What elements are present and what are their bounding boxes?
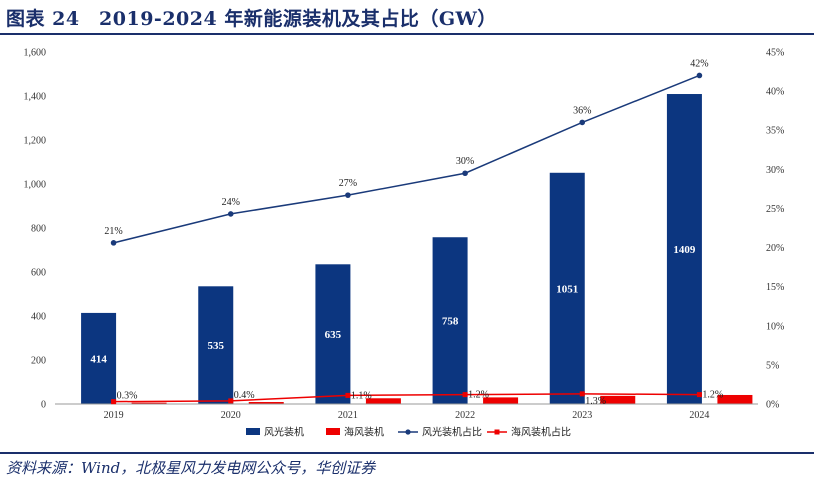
left-axis-tick-label: 1,400 xyxy=(24,92,47,103)
offshore-wind-share-label: 1.3% xyxy=(585,396,606,407)
offshore-wind-share-point xyxy=(228,398,234,404)
offshore-wind-bar xyxy=(365,398,401,404)
x-axis-tick-label: 2019 xyxy=(104,410,124,421)
legend-marker xyxy=(405,429,411,435)
legend-label: 海风装机占比 xyxy=(511,426,571,439)
right-axis-tick-label: 25% xyxy=(766,204,784,215)
left-axis-tick-label: 1,600 xyxy=(24,48,47,59)
offshore-wind-share-point xyxy=(462,392,468,398)
wind-solar-bar-label: 758 xyxy=(442,316,459,328)
x-axis-tick-label: 2023 xyxy=(572,410,592,421)
source-divider xyxy=(0,452,814,454)
right-axis-tick-label: 40% xyxy=(766,87,784,98)
left-axis-tick-label: 1,000 xyxy=(24,180,47,191)
wind-solar-bar-label: 414 xyxy=(90,353,107,365)
right-axis-tick-label: 10% xyxy=(766,321,784,332)
right-axis-tick-label: 45% xyxy=(766,48,784,59)
wind-solar-bar xyxy=(666,94,702,405)
wind-solar-share-label: 27% xyxy=(339,178,357,189)
source-note: 资料来源：Wind，北极星风力发电网公众号，华创证券 xyxy=(6,459,376,477)
legend-label: 风光装机 xyxy=(264,426,304,439)
left-axis-tick-label: 1,200 xyxy=(24,136,47,147)
offshore-wind-share-point xyxy=(345,392,351,398)
right-axis-tick-label: 15% xyxy=(766,282,784,293)
right-axis-tick-label: 20% xyxy=(766,243,784,254)
left-axis-tick-label: 400 xyxy=(31,312,46,323)
offshore-wind-share-label: 0.3% xyxy=(117,391,138,402)
title-divider xyxy=(0,33,814,35)
wind-solar-bar-label: 1051 xyxy=(556,283,578,295)
wind-solar-bar xyxy=(81,312,117,404)
wind-solar-share-label: 30% xyxy=(456,156,474,167)
wind-solar-share-point xyxy=(462,170,468,177)
offshore-wind-share-point xyxy=(696,392,702,398)
wind-solar-share-label: 42% xyxy=(690,58,708,69)
offshore-wind-share-label: 1.2% xyxy=(468,390,489,401)
wind-solar-share-point xyxy=(696,72,703,79)
left-axis-tick-label: 600 xyxy=(31,268,46,279)
wind-solar-bar-label: 535 xyxy=(208,340,225,352)
left-axis-tick-label: 0 xyxy=(41,400,46,411)
wind-solar-share-line xyxy=(113,74,700,244)
x-axis-tick-label: 2022 xyxy=(455,410,475,421)
offshore-wind-bar xyxy=(131,402,167,404)
wind-solar-bar xyxy=(549,172,585,404)
legend-label: 风光装机占比 xyxy=(422,426,482,439)
wind-solar-share-point xyxy=(579,119,586,126)
right-axis-tick-label: 35% xyxy=(766,126,784,137)
offshore-wind-share-label: 1.1% xyxy=(351,390,372,401)
offshore-wind-share-point xyxy=(111,399,117,405)
legend-swatch xyxy=(326,428,340,435)
legend-swatch xyxy=(246,428,260,435)
offshore-wind-share-label: 0.4% xyxy=(234,390,255,401)
right-axis-tick-label: 5% xyxy=(766,360,779,371)
offshore-wind-bar xyxy=(248,402,284,404)
wind-solar-bar xyxy=(432,237,468,404)
wind-solar-bar-label: 1409 xyxy=(673,244,696,256)
wind-solar-bar xyxy=(315,264,351,404)
wind-solar-share-point xyxy=(110,240,117,246)
left-axis-tick-label: 200 xyxy=(31,356,46,367)
wind-solar-bar xyxy=(198,286,234,404)
right-axis-tick-label: 30% xyxy=(766,165,784,176)
legend-marker xyxy=(494,429,500,435)
right-axis-tick-label: 0% xyxy=(766,400,779,411)
offshore-wind-share-line xyxy=(113,393,700,403)
x-axis-tick-label: 2024 xyxy=(689,410,709,421)
wind-solar-share-label: 21% xyxy=(104,226,122,237)
offshore-wind-share-point xyxy=(579,391,585,397)
legend-label: 海风装机 xyxy=(344,426,384,439)
left-axis-tick-label: 800 xyxy=(31,224,46,235)
offshore-wind-bar xyxy=(717,394,753,404)
wind-solar-share-point xyxy=(227,211,234,217)
offshore-wind-bar xyxy=(600,395,636,404)
offshore-wind-share-label: 1.2% xyxy=(702,390,723,401)
wind-solar-bar-label: 635 xyxy=(325,329,342,341)
offshore-wind-bar xyxy=(483,397,519,404)
wind-solar-share-point xyxy=(345,192,351,198)
x-axis-tick-label: 2021 xyxy=(338,410,358,421)
x-axis-tick-label: 2020 xyxy=(221,410,241,421)
wind-solar-share-label: 36% xyxy=(573,105,591,116)
wind-solar-share-label: 24% xyxy=(222,197,240,208)
chart-title: 图表 24 2019-2024 年新能源装机及其占比（GW） xyxy=(6,8,497,30)
